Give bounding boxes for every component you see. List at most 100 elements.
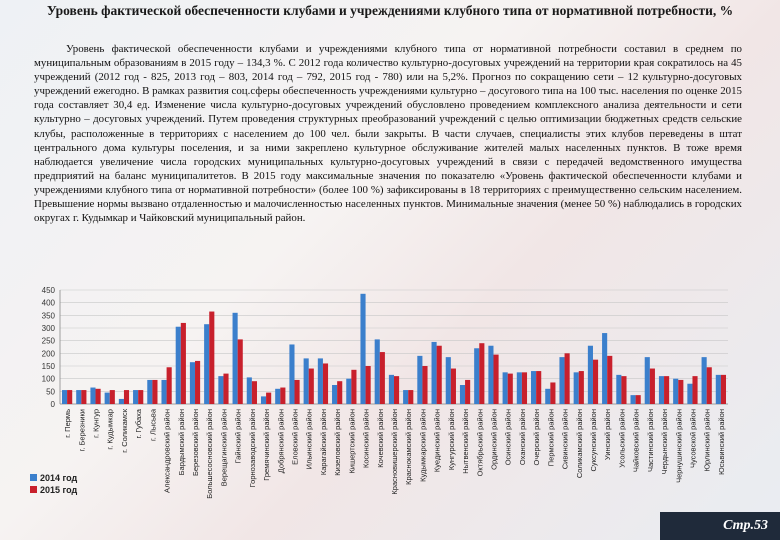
bar [351, 369, 357, 404]
bar [189, 362, 196, 404]
x-tick-label: Бардымский район [177, 409, 186, 475]
legend-swatch [30, 486, 37, 493]
bar [317, 358, 323, 404]
x-tick-label: Добрянский район [276, 409, 285, 473]
bar [95, 388, 101, 404]
x-tick-label: г. Соликамск [120, 408, 129, 452]
y-tick-label: 250 [42, 337, 56, 346]
y-tick-label: 350 [42, 311, 56, 320]
bar [550, 382, 556, 404]
bar [545, 388, 551, 404]
bar [536, 371, 542, 404]
page-number: Стр.53 [660, 512, 780, 540]
x-tick-label: Нытвенский район [461, 409, 470, 474]
bar [587, 345, 593, 404]
bar [403, 390, 409, 404]
y-tick-label: 200 [42, 349, 56, 358]
bar [246, 377, 252, 404]
bar [180, 322, 186, 404]
bar [266, 392, 272, 404]
bar [294, 379, 300, 404]
x-tick-label: г. Лысьва [148, 408, 157, 441]
bar [630, 395, 636, 404]
bar [275, 388, 281, 404]
bar [507, 373, 513, 404]
paragraph: Уровень фактической обеспеченности клуба… [34, 43, 742, 225]
x-tick-label: Кишертский район [347, 409, 356, 473]
x-tick-label: Ординский район [489, 409, 498, 470]
bar [346, 378, 352, 404]
bar [232, 312, 238, 404]
bar [531, 371, 537, 404]
bar [289, 344, 295, 404]
bar [303, 358, 309, 404]
chart: 0 50 100 150 200 250 300 350 400 450 г. Пермь г. Бе… [30, 286, 728, 499]
bar [678, 379, 684, 404]
x-tick-label: Юсьвинский район [717, 409, 726, 475]
bar [521, 372, 528, 404]
x-tick-label: Юрлинский район [703, 409, 712, 472]
bar [280, 387, 286, 404]
bar [379, 352, 385, 404]
x-tick-label: Оханский район [518, 409, 527, 465]
bar [218, 376, 224, 404]
bar [251, 381, 257, 404]
x-tick-label: г. Кудымкар [106, 409, 115, 450]
legend-label: 2015 год [40, 485, 78, 495]
x-tick-label: Октябрьский район [475, 409, 484, 476]
x-tick-label: Соликамский район [575, 409, 584, 478]
x-tick-label: Уинский район [603, 409, 612, 460]
bar [104, 392, 110, 404]
bar [474, 348, 480, 404]
bar [417, 355, 423, 404]
bar [445, 357, 451, 404]
bar [195, 360, 201, 404]
bar [90, 387, 96, 404]
x-tick-label: Сивинский район [561, 409, 570, 469]
x-tick-label: г. Березники [77, 409, 86, 452]
x-tick-label: Суксунский район [589, 409, 598, 472]
bar [374, 339, 380, 404]
x-tick-label: Березовский район [191, 409, 200, 476]
bar [365, 366, 371, 404]
x-tick-label: Кунгурский район [447, 409, 456, 470]
bar [152, 379, 158, 404]
bar [488, 345, 494, 404]
bar [559, 357, 565, 404]
x-tick-label: г. Пермь [63, 409, 72, 438]
bar [607, 355, 613, 404]
bar [673, 378, 679, 404]
bar [658, 376, 665, 404]
bar [516, 372, 522, 404]
y-tick-label: 300 [42, 324, 56, 333]
bar [465, 379, 471, 404]
x-tick-label: Усольский район [617, 409, 626, 468]
y-tick-label: 100 [42, 375, 56, 384]
bar [337, 381, 343, 404]
x-tick-label: Кудымкарский район [418, 409, 427, 482]
x-tick-label: Карагайский район [319, 409, 328, 475]
bar [450, 368, 456, 404]
bar [459, 385, 466, 404]
x-tick-label: г. Кунгур [92, 409, 101, 438]
bar [147, 379, 153, 404]
bar [161, 379, 167, 404]
bar [621, 376, 627, 404]
bar [388, 374, 394, 404]
bar [502, 372, 508, 404]
bar [616, 374, 622, 404]
x-tick-label: Кизеловский район [333, 409, 342, 476]
bar [578, 371, 584, 404]
bar [166, 367, 172, 404]
bar [687, 383, 693, 404]
bar [118, 398, 124, 404]
bar [431, 341, 437, 404]
bar [720, 374, 727, 404]
x-tick-label: г. Губаха [134, 408, 143, 438]
x-tick-label: Гремячинский район [262, 409, 271, 481]
bar [360, 293, 366, 404]
y-tick-label: 450 [42, 286, 56, 295]
bar [701, 357, 707, 404]
x-tick-label: Большесосновский район [205, 409, 214, 499]
